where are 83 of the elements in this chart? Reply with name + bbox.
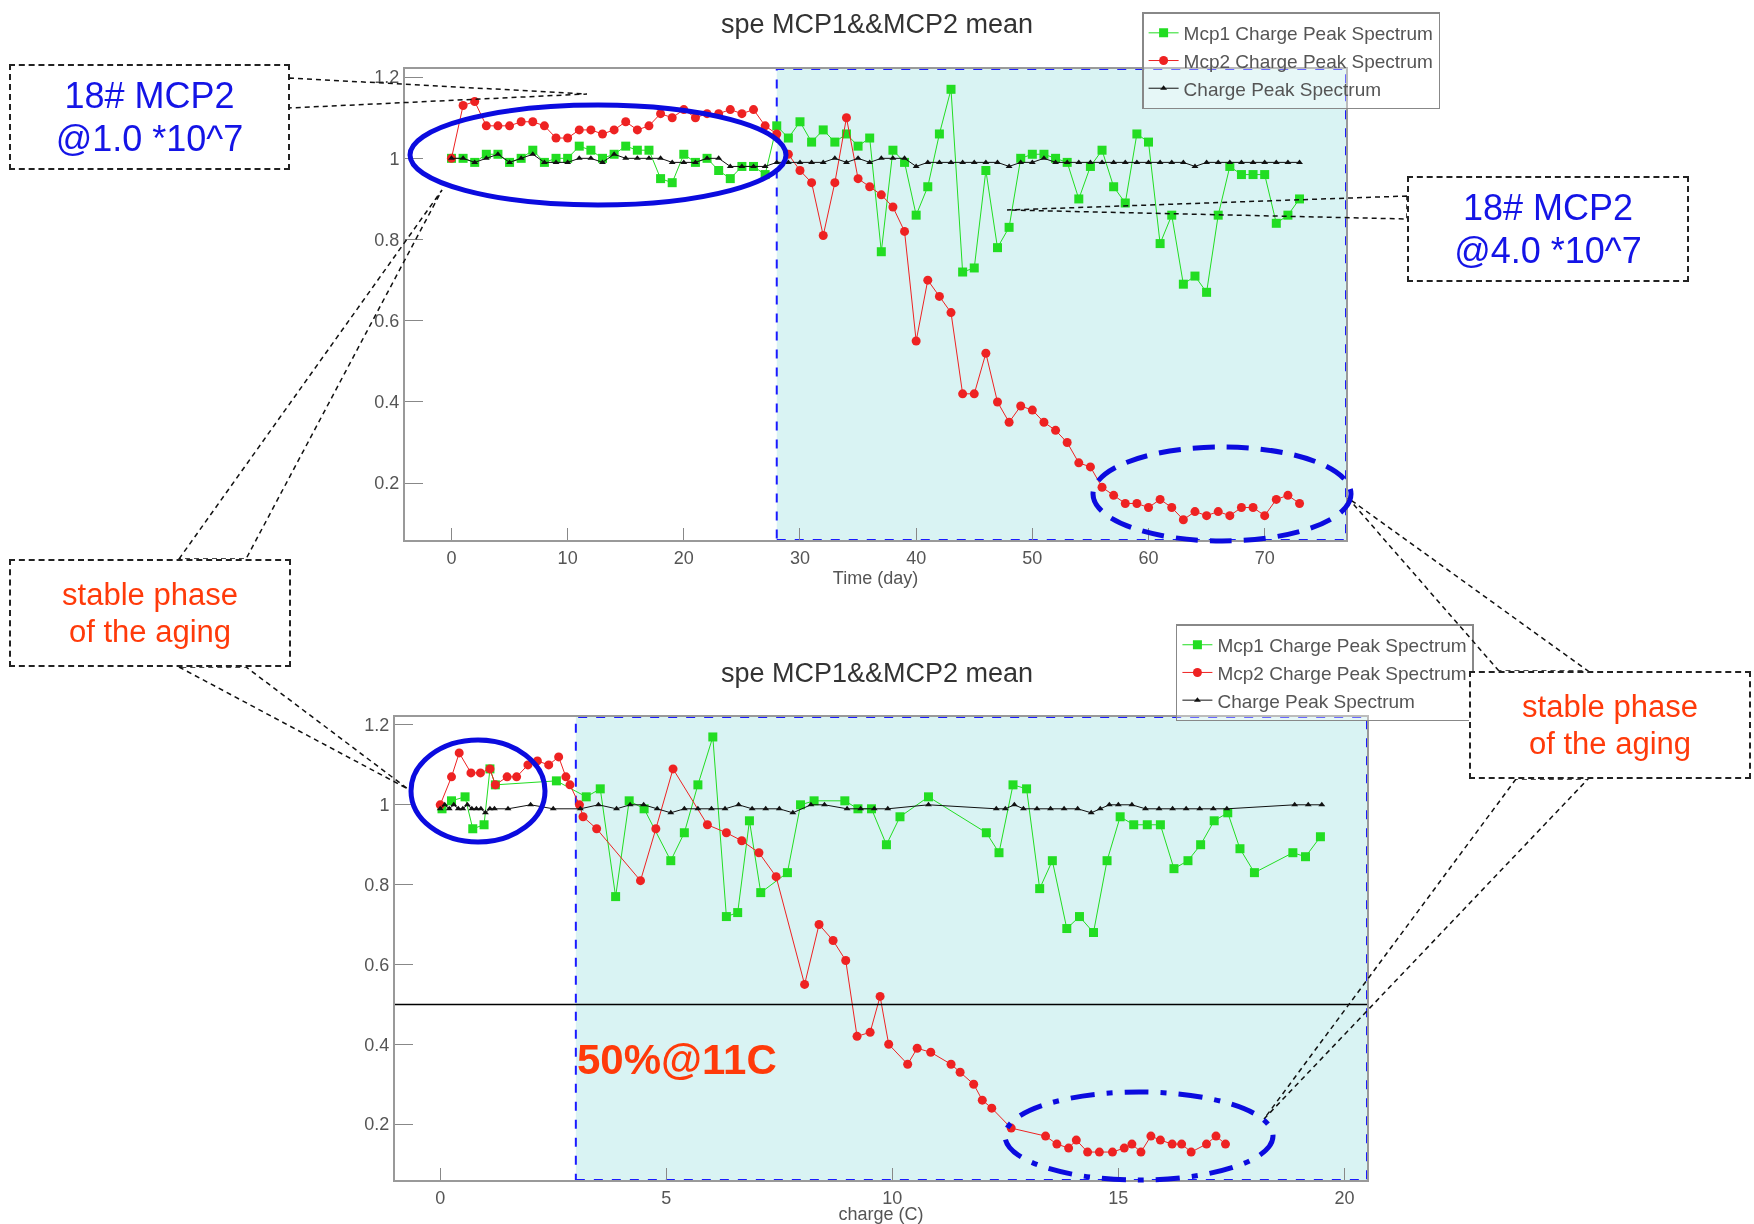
- point: [840, 796, 850, 806]
- point: [756, 888, 766, 898]
- point: [447, 796, 457, 806]
- point: [460, 792, 470, 802]
- point: [1183, 856, 1193, 866]
- y-tick-label: 0.6: [364, 954, 390, 975]
- x-tick-label: 70: [1254, 547, 1275, 568]
- text: stable phase of the aging: [9, 559, 291, 667]
- point: [1315, 832, 1325, 842]
- y-tick-label: 0.2: [364, 1114, 390, 1135]
- point: [708, 732, 718, 742]
- text: 18# MCP2 @1.0 *10^7: [9, 64, 290, 170]
- point: [744, 816, 754, 826]
- legend-label: Mcp2 Charge Peak Spectrum: [1183, 50, 1433, 72]
- point: [895, 812, 905, 822]
- text: stable phase of the aging: [1469, 671, 1751, 779]
- x-tick-label: 0: [435, 1187, 446, 1208]
- legend-label: Mcp1 Charge Peak Spectrum: [1183, 23, 1433, 45]
- point: [1196, 840, 1206, 850]
- y-tick-label: 0.4: [364, 1034, 390, 1055]
- x-tick-label: 15: [1108, 1187, 1129, 1208]
- x-tick-label: 20: [1334, 1187, 1355, 1208]
- legend-label: Charge Peak Spectrum: [1217, 690, 1415, 712]
- point: [479, 820, 489, 830]
- point: [796, 800, 806, 810]
- point: [1301, 852, 1311, 862]
- point: [1142, 820, 1152, 830]
- y-tick-label: 1: [379, 795, 390, 816]
- point: [981, 828, 991, 838]
- point: [1035, 884, 1045, 894]
- x-tick-label: 60: [1138, 547, 1159, 568]
- x-tick-label: 50: [1022, 547, 1043, 568]
- point: [721, 912, 731, 922]
- legend-label: Mcp1 Charge Peak Spectrum: [1217, 635, 1467, 657]
- y-tick-label: 0.4: [374, 392, 400, 413]
- point: [611, 892, 621, 902]
- point: [581, 792, 591, 802]
- point: [1115, 812, 1125, 822]
- chart-title: spe MCP1&&MCP2 mean: [720, 8, 1034, 39]
- point: [1249, 868, 1259, 878]
- point: [679, 828, 689, 838]
- point: [1169, 864, 1179, 874]
- legend-label: Charge Peak Spectrum: [1183, 78, 1382, 100]
- point: [595, 784, 605, 794]
- y-tick-label: 0.6: [374, 311, 400, 332]
- y-tick-label: 1.2: [374, 67, 400, 88]
- point: [1235, 844, 1245, 854]
- legend-label: Mcp2 Charge Peak Spectrum: [1217, 662, 1467, 684]
- point: [666, 856, 676, 866]
- y-tick-label: 0.8: [364, 874, 390, 895]
- point: [923, 792, 933, 802]
- x-tick-label: 20: [673, 547, 694, 568]
- point: [468, 824, 478, 834]
- point: [693, 780, 703, 790]
- point: [881, 840, 891, 850]
- point: [1288, 848, 1298, 858]
- point: [733, 908, 743, 918]
- point: [551, 776, 561, 786]
- point: [1155, 820, 1165, 830]
- point: [1022, 784, 1032, 794]
- y-tick-label: 1.2: [364, 715, 390, 736]
- x-tick-label: 0: [446, 547, 457, 568]
- point: [1074, 912, 1084, 922]
- x-tick-label: 40: [906, 547, 927, 568]
- point: [994, 848, 1004, 858]
- y-tick-label: 0.2: [374, 473, 400, 494]
- point: [1047, 856, 1057, 866]
- chart-title: spe MCP1&&MCP2 mean: [720, 657, 1034, 688]
- x-axis-title: Time (day): [832, 567, 919, 588]
- x-tick-label: 5: [661, 1187, 672, 1208]
- point: [782, 868, 792, 878]
- point: [1102, 856, 1112, 866]
- text: 18# MCP2 @4.0 *10^7: [1407, 176, 1689, 282]
- point: [1062, 924, 1072, 934]
- point: [1088, 928, 1098, 938]
- ref-line-label: 50%@11C: [577, 1036, 777, 1083]
- point: [1008, 780, 1018, 790]
- point: [1129, 820, 1139, 830]
- y-tick-label: 0.8: [374, 229, 400, 250]
- y-tick-label: 1: [389, 148, 400, 169]
- point: [1209, 816, 1219, 826]
- x-tick-label: 30: [789, 547, 811, 568]
- x-tick-label: 10: [557, 547, 578, 568]
